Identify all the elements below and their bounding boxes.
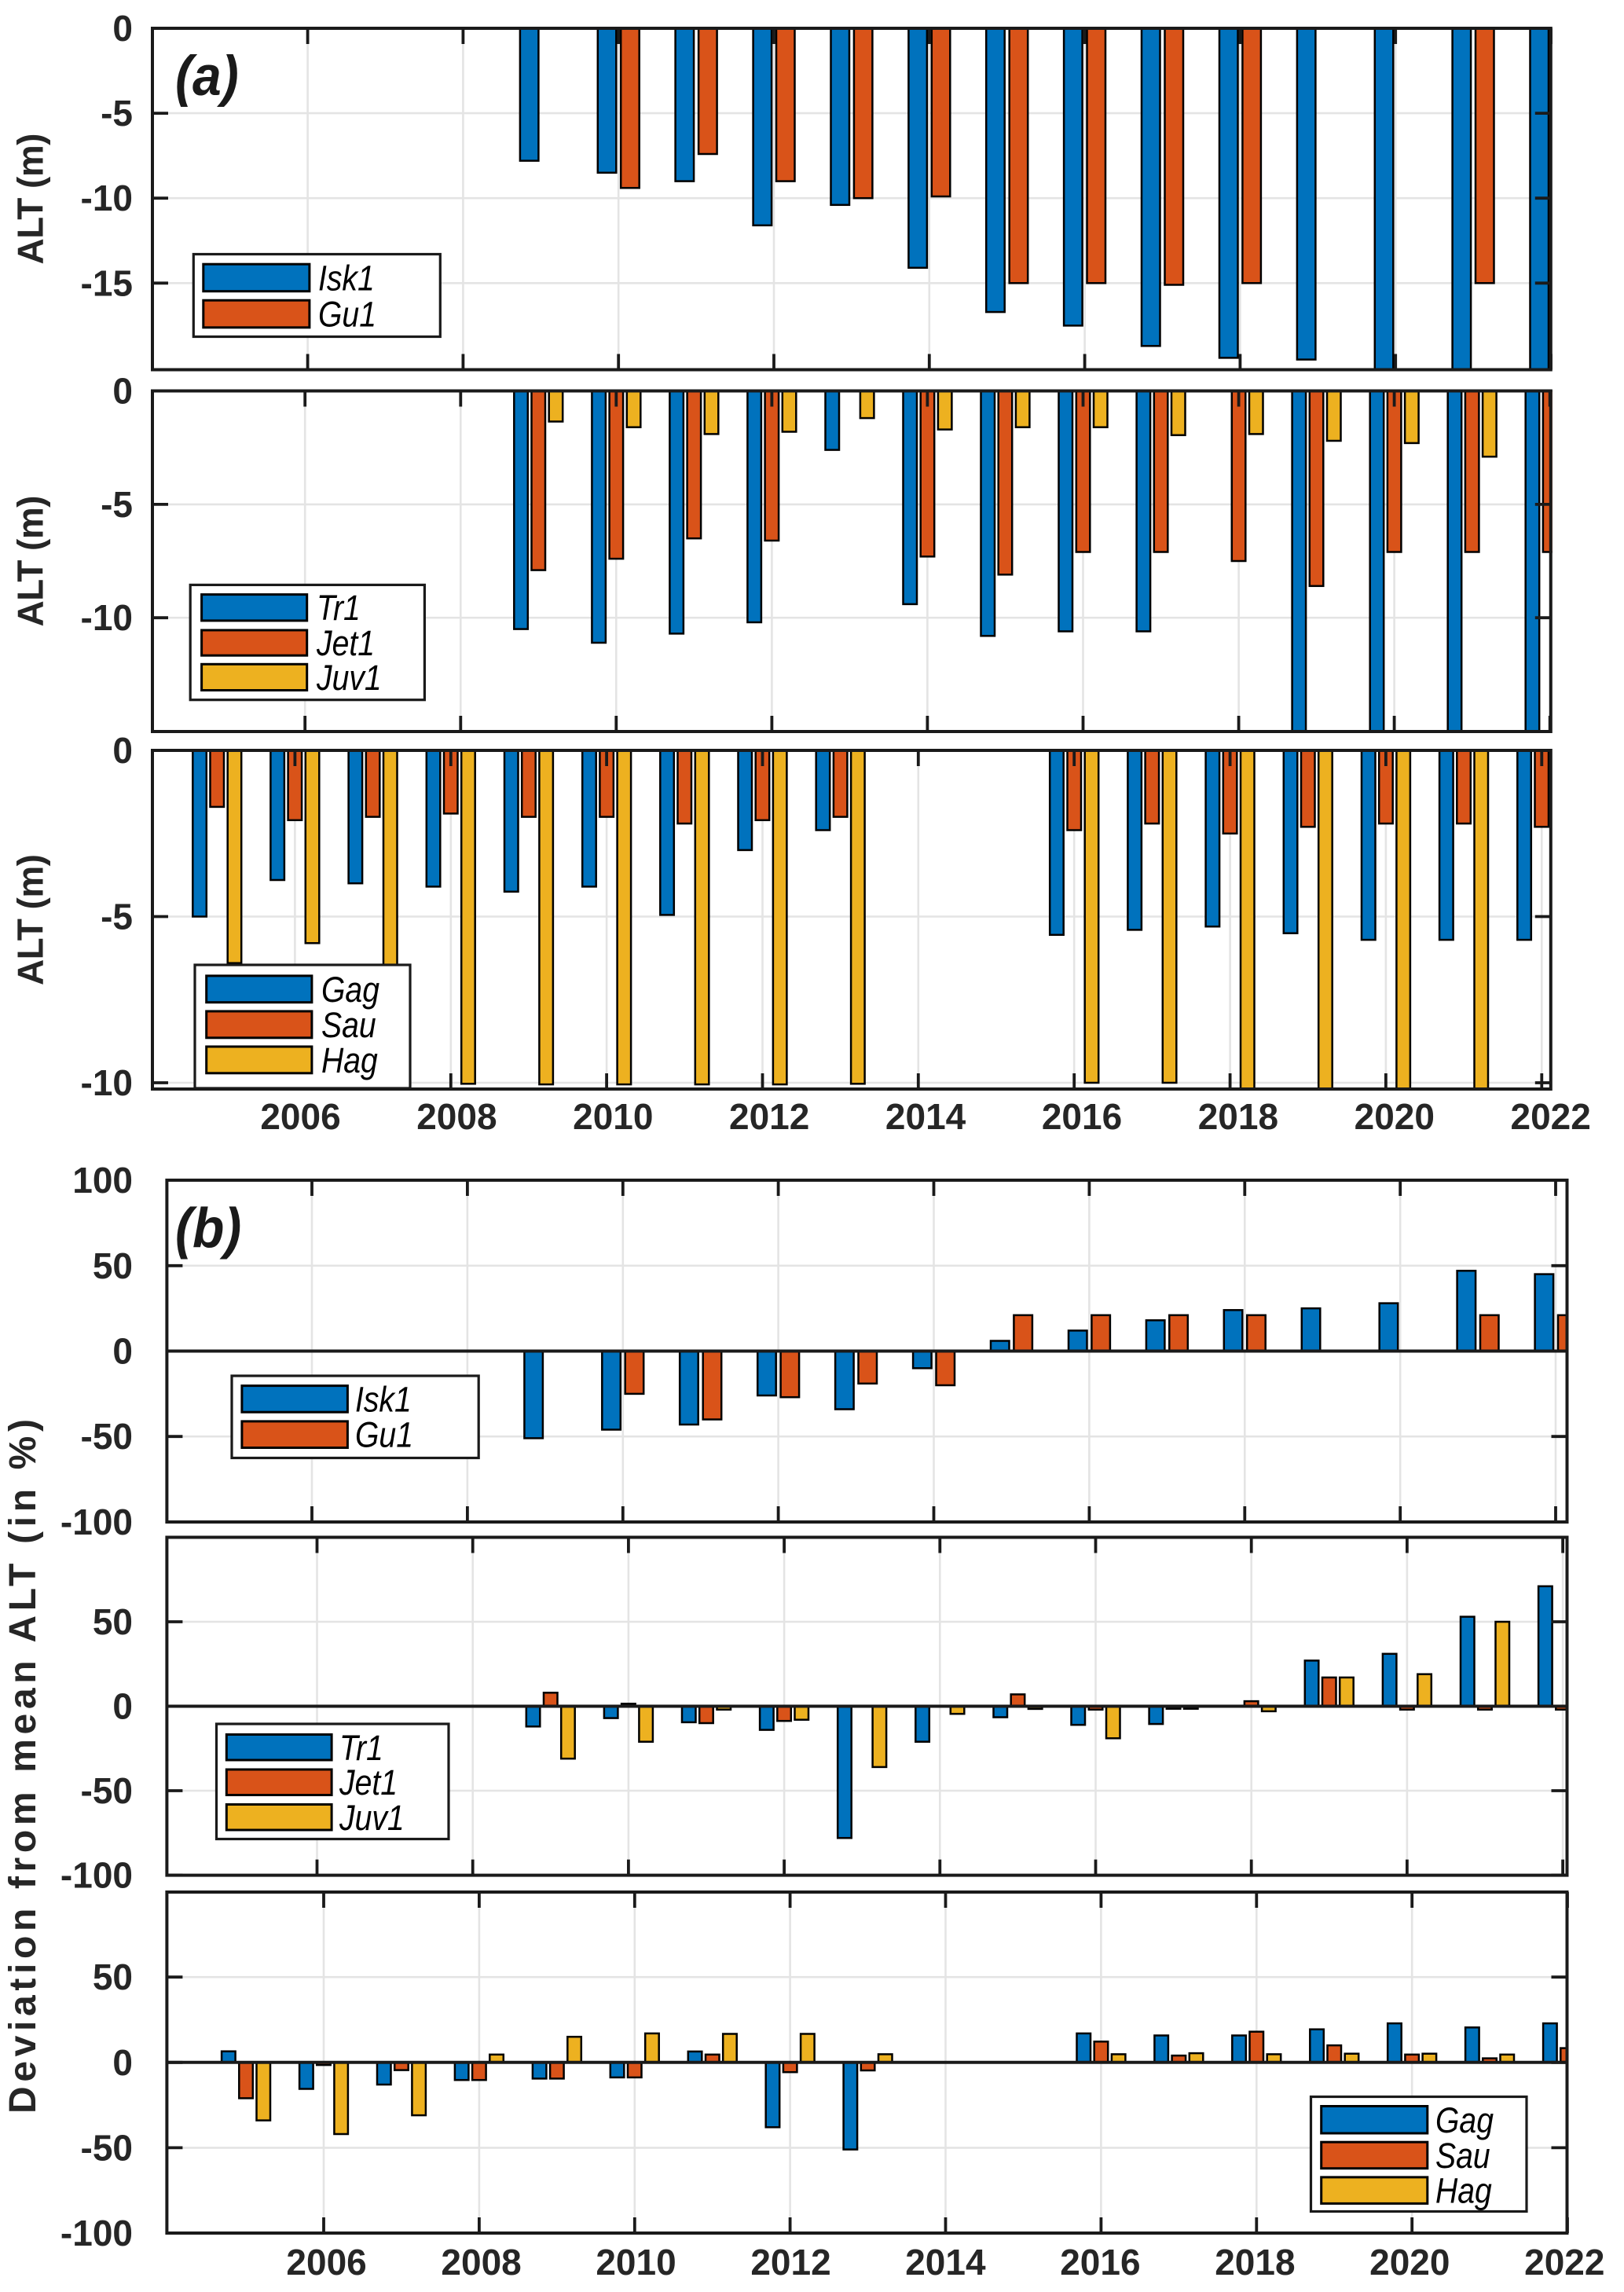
svg-text:(a): (a) xyxy=(175,45,239,108)
svg-text:2014: 2014 xyxy=(905,2242,986,2283)
svg-text:ALT (m): ALT (m) xyxy=(10,854,51,985)
svg-text:2008: 2008 xyxy=(416,1096,497,1137)
svg-text:Juv1: Juv1 xyxy=(316,658,382,697)
svg-text:2010: 2010 xyxy=(573,1096,653,1137)
svg-text:2008: 2008 xyxy=(441,2242,521,2283)
svg-text:-15: -15 xyxy=(81,262,133,303)
svg-text:0: 0 xyxy=(112,371,133,412)
svg-text:2016: 2016 xyxy=(1042,1096,1122,1137)
svg-text:2014: 2014 xyxy=(885,1096,966,1137)
svg-text:Gu1: Gu1 xyxy=(318,295,376,334)
svg-text:-10: -10 xyxy=(81,178,133,218)
svg-text:-100: -100 xyxy=(60,1855,133,1896)
svg-text:Juv1: Juv1 xyxy=(339,1798,405,1837)
svg-text:Tr1: Tr1 xyxy=(317,589,361,628)
svg-text:-100: -100 xyxy=(60,1502,133,1542)
svg-text:-50: -50 xyxy=(81,2127,133,2168)
svg-text:0: 0 xyxy=(112,1686,133,1727)
svg-text:50: 50 xyxy=(93,1956,133,1997)
svg-text:Deviation from mean ALT (in %): Deviation from mean ALT (in %) xyxy=(2,1419,44,2114)
svg-text:2022: 2022 xyxy=(1511,1096,1591,1137)
svg-text:ALT (m): ALT (m) xyxy=(10,134,51,265)
svg-text:2010: 2010 xyxy=(596,2242,676,2283)
svg-text:-10: -10 xyxy=(81,597,133,638)
svg-text:2006: 2006 xyxy=(260,1096,340,1137)
svg-text:0: 0 xyxy=(112,1331,133,1372)
svg-text:Tr1: Tr1 xyxy=(339,1728,383,1767)
svg-text:Isk1: Isk1 xyxy=(355,1380,412,1419)
svg-text:2020: 2020 xyxy=(1369,2242,1450,2283)
svg-text:0: 0 xyxy=(112,8,133,49)
svg-text:Sau: Sau xyxy=(1435,2136,1490,2175)
svg-text:2020: 2020 xyxy=(1355,1096,1435,1137)
svg-text:ALT (m): ALT (m) xyxy=(10,496,51,627)
svg-text:-5: -5 xyxy=(101,93,133,134)
svg-text:2012: 2012 xyxy=(729,1096,809,1137)
svg-text:100: 100 xyxy=(72,1160,133,1201)
svg-text:Hag: Hag xyxy=(1435,2171,1492,2210)
svg-text:-50: -50 xyxy=(81,1770,133,1811)
svg-text:2012: 2012 xyxy=(750,2242,830,2283)
svg-text:-50: -50 xyxy=(81,1416,133,1457)
svg-text:Jet1: Jet1 xyxy=(316,624,375,663)
svg-text:Sau: Sau xyxy=(321,1005,376,1044)
svg-text:-5: -5 xyxy=(101,484,133,525)
svg-text:2016: 2016 xyxy=(1060,2242,1140,2283)
svg-text:Gu1: Gu1 xyxy=(355,1415,413,1454)
svg-text:Gag: Gag xyxy=(321,970,379,1009)
svg-text:-10: -10 xyxy=(81,1062,133,1103)
svg-text:2018: 2018 xyxy=(1215,2242,1295,2283)
svg-text:Hag: Hag xyxy=(321,1040,378,1080)
svg-text:Isk1: Isk1 xyxy=(318,259,375,298)
svg-text:2006: 2006 xyxy=(286,2242,366,2283)
svg-text:2018: 2018 xyxy=(1198,1096,1278,1137)
svg-text:50: 50 xyxy=(93,1245,133,1286)
svg-text:-100: -100 xyxy=(60,2213,133,2253)
svg-text:(b): (b) xyxy=(175,1197,241,1260)
svg-text:Gag: Gag xyxy=(1435,2100,1494,2140)
svg-text:50: 50 xyxy=(93,1601,133,1642)
svg-text:0: 0 xyxy=(112,2042,133,2083)
svg-text:-5: -5 xyxy=(101,897,133,937)
svg-text:0: 0 xyxy=(112,730,133,771)
svg-text:2022: 2022 xyxy=(1524,2242,1604,2283)
svg-text:Jet1: Jet1 xyxy=(339,1763,398,1802)
